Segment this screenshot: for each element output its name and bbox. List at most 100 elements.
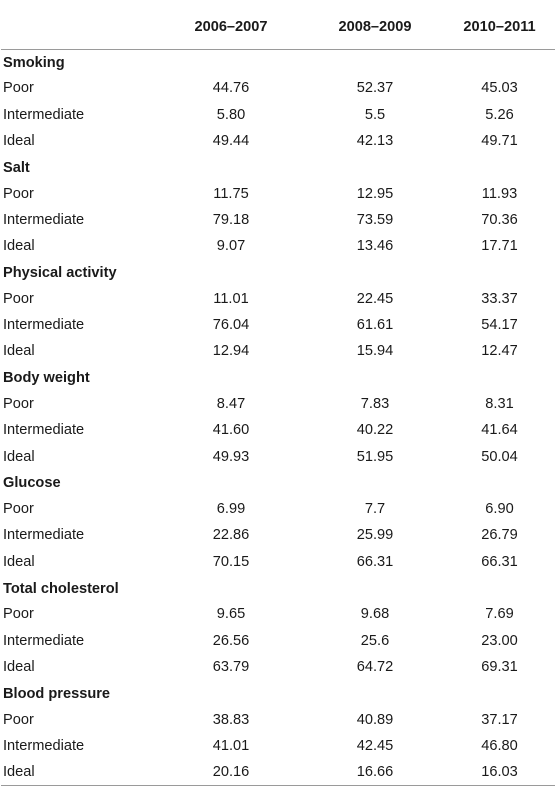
table-row: Ideal 12.94 15.94 12.47	[1, 338, 555, 364]
table-row: Intermediate 41.01 42.45 46.80	[1, 733, 555, 759]
value-cell: 66.31	[356, 553, 394, 570]
value-cell: 12.95	[356, 185, 394, 202]
value-cell: 15.94	[356, 343, 394, 360]
value-cell: 25.99	[356, 527, 394, 544]
value-cell: 12.94	[212, 343, 250, 360]
table-row: Intermediate 79.18 73.59 70.36	[1, 207, 555, 233]
table-row: Ideal 49.44 42.13 49.71	[1, 128, 555, 154]
section-title: Glucose	[3, 475, 61, 492]
section-title: Blood pressure	[3, 685, 111, 702]
row-label: Ideal	[3, 343, 35, 360]
section-row: Salt	[1, 154, 555, 180]
section-row: Physical activity	[1, 259, 555, 285]
value-cell: 13.46	[356, 238, 394, 255]
value-cell: 61.61	[356, 317, 394, 334]
value-cell: 20.16	[156, 759, 306, 786]
section-row: Blood pressure	[1, 680, 555, 706]
value-cell: 45.03	[481, 80, 518, 97]
header-cell-2010-2011: 2010–2011	[444, 6, 555, 50]
value-cell: 8.47	[216, 396, 246, 412]
section-title: Total cholesterol	[3, 580, 119, 597]
value-cell: 11.01	[213, 290, 249, 307]
value-cell: 73.59	[356, 211, 394, 228]
header-cell-label	[1, 6, 156, 50]
value-cell: 66.31	[481, 553, 518, 570]
table-row: Poor 11.01 22.45 33.37	[1, 286, 555, 312]
value-cell: 38.83	[212, 711, 250, 728]
value-cell: 7.69	[485, 606, 514, 623]
value-cell: 41.64	[481, 422, 518, 439]
section-row: Total cholesterol	[1, 575, 555, 601]
value-cell: 50.04	[481, 448, 518, 465]
value-cell: 51.95	[356, 448, 394, 465]
section-row: Glucose	[1, 470, 555, 496]
table-row: Ideal 20.16 16.66 16.03	[1, 759, 555, 786]
value-cell: 8.31	[485, 396, 514, 412]
value-cell: 22.86	[212, 527, 250, 544]
value-cell: 17.71	[481, 238, 518, 255]
row-label: Intermediate	[3, 737, 85, 754]
table-header: 2006–2007 2008–2009 2010–2011	[1, 6, 555, 50]
value-cell: 52.37	[356, 80, 394, 97]
table-row: Poor 9.65 9.68 7.69	[1, 601, 555, 627]
value-cell: 9.65	[216, 606, 246, 623]
row-label: Ideal	[3, 238, 35, 255]
value-cell: 22.45	[356, 290, 394, 307]
table-row: Intermediate 76.04 61.61 54.17	[1, 312, 555, 338]
row-label: Intermediate	[3, 317, 85, 334]
table-row: Intermediate 41.60 40.22 41.64	[1, 417, 555, 443]
data-table: 2006–2007 2008–2009 2010–2011 Smoking Poo…	[1, 6, 555, 786]
value-cell: 7.7	[364, 501, 386, 518]
section-title: Body weight	[3, 370, 90, 387]
value-cell: 26.56	[212, 632, 250, 649]
value-cell: 63.79	[212, 658, 250, 675]
table-row: Poor 38.83 40.89 37.17	[1, 706, 555, 732]
row-label: Poor	[3, 185, 34, 202]
row-label: Poor	[3, 290, 34, 307]
value-cell: 40.22	[356, 422, 394, 439]
value-cell: 79.18	[212, 211, 250, 228]
value-cell: 49.93	[212, 448, 250, 465]
row-label: Intermediate	[3, 527, 85, 544]
table-row: Intermediate 26.56 25.6 23.00	[1, 628, 555, 654]
value-cell: 12.47	[481, 343, 518, 360]
row-label: Ideal	[3, 133, 35, 150]
value-cell: 33.37	[481, 290, 518, 307]
value-cell: 44.76	[212, 80, 250, 97]
table-row: Intermediate 5.80 5.5 5.26	[1, 102, 555, 128]
value-cell: 7.83	[360, 396, 390, 412]
value-cell: 49.44	[212, 133, 250, 150]
value-cell: 11.93	[481, 185, 518, 202]
header-cell-2006-2007: 2006–2007	[156, 6, 306, 50]
value-cell: 5.26	[485, 106, 514, 123]
value-cell: 6.99	[216, 501, 246, 518]
table-row: Poor 8.47 7.83 8.31	[1, 391, 555, 417]
value-cell: 64.72	[356, 658, 394, 675]
table-row: Poor 6.99 7.7 6.90	[1, 496, 555, 522]
row-label: Ideal	[3, 658, 35, 675]
row-label: Poor	[3, 711, 34, 728]
table-row: Ideal 63.79 64.72 69.31	[1, 654, 555, 680]
value-cell: 70.36	[481, 211, 518, 228]
value-cell: 5.80	[216, 106, 246, 123]
value-cell: 11.75	[213, 185, 249, 202]
table-row: Intermediate 22.86 25.99 26.79	[1, 522, 555, 548]
table-row: Ideal 49.93 51.95 50.04	[1, 443, 555, 469]
table-row: Ideal 70.15 66.31 66.31	[1, 549, 555, 575]
header-row: 2006–2007 2008–2009 2010–2011	[1, 6, 555, 50]
table-body: Smoking Poor 44.76 52.37 45.03 Intermediate 5.…	[1, 49, 555, 786]
row-label: Intermediate	[3, 422, 85, 439]
row-label: Poor	[3, 501, 34, 518]
value-cell: 40.89	[356, 711, 394, 728]
row-label: Intermediate	[3, 632, 85, 649]
value-cell: 37.17	[481, 711, 518, 728]
value-cell: 25.6	[360, 632, 390, 649]
table-row: Poor 44.76 52.37 45.03	[1, 75, 555, 101]
row-label: Poor	[3, 606, 34, 623]
value-cell: 5.5	[364, 106, 386, 123]
header-cell-2008-2009: 2008–2009	[306, 6, 444, 50]
value-cell: 16.03	[444, 759, 555, 786]
value-cell: 41.60	[212, 422, 250, 439]
value-cell: 76.04	[212, 317, 250, 334]
value-cell: 16.66	[306, 759, 444, 786]
